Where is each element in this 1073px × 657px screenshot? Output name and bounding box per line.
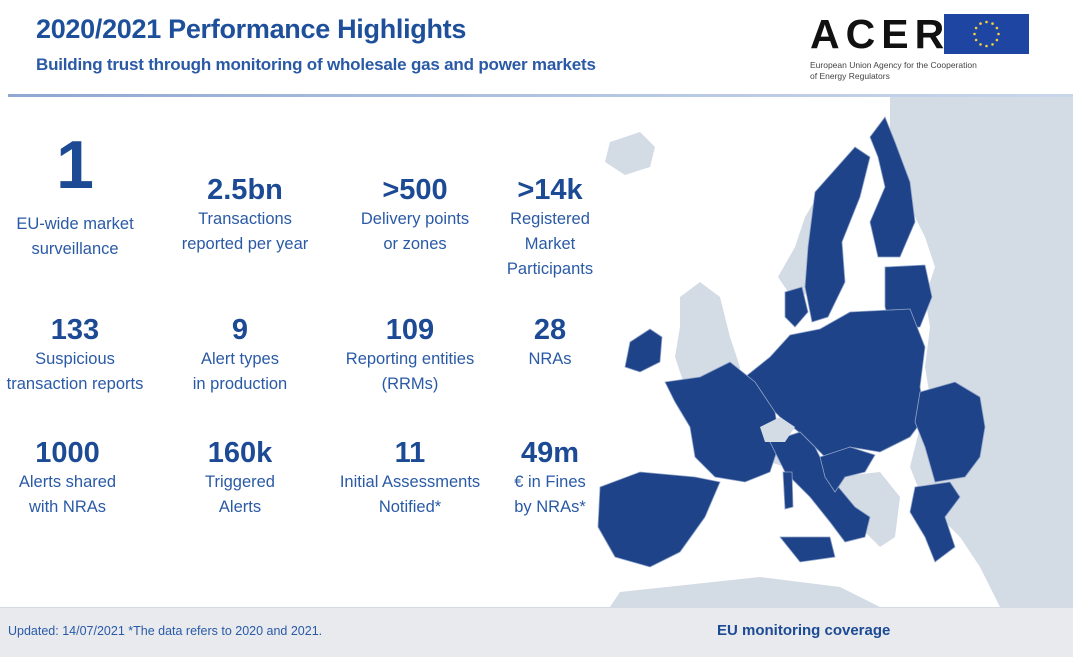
stat-reporting-entities: 109 Reporting entities (RRMs) bbox=[325, 313, 495, 397]
stat-label: Transactions bbox=[198, 210, 292, 228]
stat-market-participants: >14k Registered Market Participants bbox=[490, 173, 610, 282]
eu-flag-icon bbox=[944, 14, 1029, 54]
stat-delivery-points: >500 Delivery points or zones bbox=[340, 173, 490, 257]
stat-label: Market bbox=[524, 235, 576, 253]
stat-fines: 49m € in Fines by NRAs* bbox=[500, 436, 600, 520]
stat-value: >500 bbox=[382, 174, 448, 206]
stat-label: NRAs bbox=[528, 350, 572, 368]
stat-market-surveillance: 1 EU-wide market surveillance bbox=[0, 130, 150, 262]
stat-label: transaction reports bbox=[6, 375, 144, 393]
eu-covered-land bbox=[597, 116, 986, 568]
stat-triggered-alerts: 160k Triggered Alerts bbox=[165, 436, 315, 520]
stat-transactions: 2.5bn Transactions reported per year bbox=[165, 173, 325, 257]
stat-label: by NRAs* bbox=[514, 498, 586, 516]
stat-value: 109 bbox=[385, 314, 435, 346]
stat-label: Triggered bbox=[204, 473, 275, 491]
stat-label: € in Fines bbox=[514, 473, 586, 491]
eu-coverage-map bbox=[580, 97, 1073, 607]
stat-alert-types: 9 Alert types in production bbox=[165, 313, 315, 397]
stat-label: in production bbox=[192, 375, 288, 393]
logo-subtitle-line: of Energy Regulators bbox=[810, 71, 890, 81]
stat-label: surveillance bbox=[31, 240, 119, 258]
stat-label: or zones bbox=[383, 235, 447, 253]
map-caption: EU monitoring coverage bbox=[717, 622, 891, 639]
stat-suspicious-reports: 133 Suspicious transaction reports bbox=[0, 313, 160, 397]
stat-value: 1000 bbox=[35, 437, 100, 469]
stat-label: reported per year bbox=[181, 235, 309, 253]
header-divider bbox=[8, 94, 1073, 97]
stat-label: Suspicious bbox=[35, 350, 115, 368]
stat-alerts-shared: 1000 Alerts shared with NRAs bbox=[0, 436, 135, 520]
stat-nras: 28 NRAs bbox=[500, 313, 600, 372]
stat-label: Registered bbox=[510, 210, 590, 228]
stat-value: 28 bbox=[533, 314, 567, 346]
stat-label: Alerts shared bbox=[18, 473, 117, 491]
stat-value: 1 bbox=[56, 127, 94, 203]
logo-wordmark: ACER bbox=[810, 11, 951, 57]
stat-value: 11 bbox=[394, 437, 426, 469]
stat-value: >14k bbox=[517, 174, 583, 206]
stat-label: Alert types bbox=[201, 350, 279, 368]
acer-logo: ACER European Union Agency for the Coope… bbox=[808, 8, 1038, 88]
stat-label: Alerts bbox=[218, 498, 262, 516]
stat-label: with NRAs bbox=[28, 498, 106, 516]
stat-label: Initial Assessments bbox=[339, 473, 481, 491]
stat-value: 9 bbox=[231, 314, 249, 346]
footer-bar: Updated: 14/07/2021 *The data refers to … bbox=[0, 607, 1073, 657]
stat-label: Notified* bbox=[378, 498, 442, 516]
logo-subtitle: European Union Agency for the Cooperatio… bbox=[810, 60, 1040, 82]
page-title: 2020/2021 Performance Highlights bbox=[36, 14, 467, 44]
stat-label: EU-wide market bbox=[16, 215, 134, 233]
stat-value: 49m bbox=[520, 437, 580, 469]
logo-subtitle-line: European Union Agency for the Cooperatio… bbox=[810, 60, 977, 70]
stat-label: (RRMs) bbox=[381, 375, 439, 393]
stat-value: 160k bbox=[207, 437, 273, 469]
stat-label: Reporting entities bbox=[345, 350, 475, 368]
stat-initial-assessments: 11 Initial Assessments Notified* bbox=[320, 436, 500, 520]
page-subtitle: Building trust through monitoring of who… bbox=[36, 55, 596, 74]
stat-value: 2.5bn bbox=[207, 174, 283, 206]
stat-label: Delivery points bbox=[360, 210, 470, 228]
stat-label: Participants bbox=[506, 260, 594, 278]
footer-update-note: Updated: 14/07/2021 *The data refers to … bbox=[8, 624, 323, 638]
stat-value: 133 bbox=[50, 314, 100, 346]
